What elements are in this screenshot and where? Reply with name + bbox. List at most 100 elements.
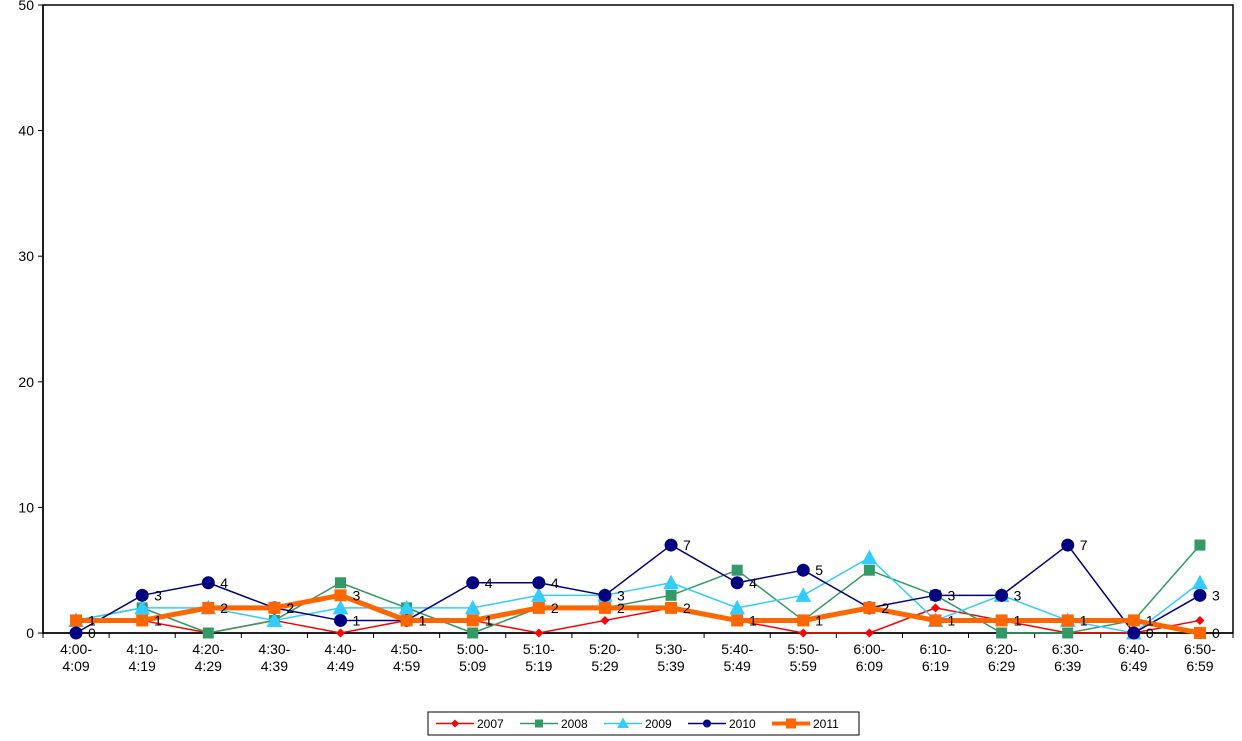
x-tick-label: 5:59 xyxy=(790,658,817,674)
data-point xyxy=(1193,627,1206,639)
data-label: 3 xyxy=(353,587,361,603)
data-point xyxy=(332,599,349,615)
x-tick-label: 6:40- xyxy=(1118,641,1150,657)
legend-item-2009: 2009 xyxy=(604,717,672,731)
data-point xyxy=(532,576,546,590)
x-tick-label: 6:50- xyxy=(1184,641,1216,657)
data-label: 2 xyxy=(220,600,228,616)
y-tick-label: 30 xyxy=(18,248,34,264)
data-point xyxy=(929,588,942,602)
data-point xyxy=(1061,614,1074,627)
x-tick-label: 6:39 xyxy=(1054,658,1081,674)
data-label: 0 xyxy=(1212,625,1220,641)
data-point xyxy=(796,563,810,577)
data-point xyxy=(995,588,1009,602)
data-point xyxy=(731,564,743,576)
x-tick-label: 6:29 xyxy=(988,658,1015,674)
y-tick-label: 20 xyxy=(18,374,34,390)
data-point xyxy=(931,603,940,613)
x-tick-label: 4:09 xyxy=(62,658,89,674)
data-point xyxy=(730,576,744,590)
data-label: 1 xyxy=(419,612,427,628)
data-label: 1 xyxy=(948,612,956,628)
x-tick-label: 5:10- xyxy=(523,641,555,657)
data-label: 4 xyxy=(485,575,493,591)
x-tick-label: 6:19 xyxy=(922,658,949,674)
data-label: 1 xyxy=(88,612,96,628)
data-point xyxy=(136,614,149,627)
data-point xyxy=(863,564,875,576)
x-tick-label: 4:29 xyxy=(195,658,222,674)
x-tick-label: 6:09 xyxy=(856,658,883,674)
data-point xyxy=(1192,574,1208,590)
x-tick-label: 4:30- xyxy=(258,641,290,657)
data-point xyxy=(335,577,346,589)
data-label: 2 xyxy=(286,600,294,616)
data-point xyxy=(703,719,711,728)
legend-item-2011: 2011 xyxy=(772,717,839,731)
data-label: 0 xyxy=(88,625,96,641)
data-label: 1 xyxy=(353,612,361,628)
series-line xyxy=(75,544,1201,634)
data-label: 1 xyxy=(154,612,162,628)
series-line xyxy=(75,544,1201,634)
data-point xyxy=(398,599,415,615)
data-point xyxy=(69,626,83,640)
data-label: 1 xyxy=(419,612,427,628)
data-label: 3 xyxy=(1014,587,1022,603)
legend-label: 2009 xyxy=(645,717,672,731)
data-point xyxy=(996,627,1008,639)
y-tick-label: 0 xyxy=(26,625,34,641)
legend: 2007 2008 2009 2010 2011 xyxy=(427,711,860,736)
data-point xyxy=(268,601,281,614)
data-point xyxy=(202,601,215,614)
data-point xyxy=(995,614,1008,627)
data-point xyxy=(134,599,151,615)
data-label: 4 xyxy=(220,575,228,591)
data-point xyxy=(863,601,876,614)
x-tick-label: 5:49 xyxy=(724,658,751,674)
y-tick-label: 50 xyxy=(18,0,34,13)
legend-item-2008: 2008 xyxy=(520,717,588,731)
x-tick-label: 4:20- xyxy=(192,641,224,657)
data-label: 7 xyxy=(1080,537,1088,553)
data-label: 1 xyxy=(1146,612,1154,628)
data-point xyxy=(534,628,544,638)
data-point xyxy=(1127,614,1140,627)
data-point xyxy=(201,576,215,590)
x-tick-label: 4:19 xyxy=(129,658,156,674)
data-point xyxy=(1062,627,1074,639)
data-point xyxy=(786,718,796,729)
x-tick-label: 6:10- xyxy=(920,641,952,657)
data-point xyxy=(664,538,678,552)
data-label: 2 xyxy=(286,600,294,616)
legend-item-2010: 2010 xyxy=(688,717,756,731)
data-point xyxy=(451,719,459,728)
data-point xyxy=(1194,539,1206,551)
data-label: 2 xyxy=(683,600,691,616)
x-tick-label: 4:50- xyxy=(391,641,423,657)
data-point xyxy=(202,627,214,639)
legend-label: 2008 xyxy=(561,717,588,731)
plot-area: 010203040504:00-4:094:10-4:194:20-4:294:… xyxy=(18,0,1234,674)
data-label: 2 xyxy=(881,600,889,616)
data-point xyxy=(532,601,545,614)
legend-label: 2011 xyxy=(813,717,839,731)
data-point xyxy=(729,599,746,615)
x-tick-label: 5:20- xyxy=(589,641,621,657)
data-point xyxy=(598,601,611,614)
legend-item-2007: 2007 xyxy=(436,717,504,731)
x-tick-label: 4:40- xyxy=(325,641,357,657)
data-label: 2 xyxy=(617,600,625,616)
series-line xyxy=(75,556,1201,634)
x-tick-label: 4:00- xyxy=(60,641,92,657)
x-tick-label: 5:30- xyxy=(655,641,687,657)
data-point xyxy=(617,717,629,728)
x-tick-label: 6:00- xyxy=(853,641,885,657)
data-label: 1 xyxy=(749,612,757,628)
data-label: 1 xyxy=(1080,612,1088,628)
legend-label: 2010 xyxy=(729,717,756,731)
data-point xyxy=(334,613,347,627)
